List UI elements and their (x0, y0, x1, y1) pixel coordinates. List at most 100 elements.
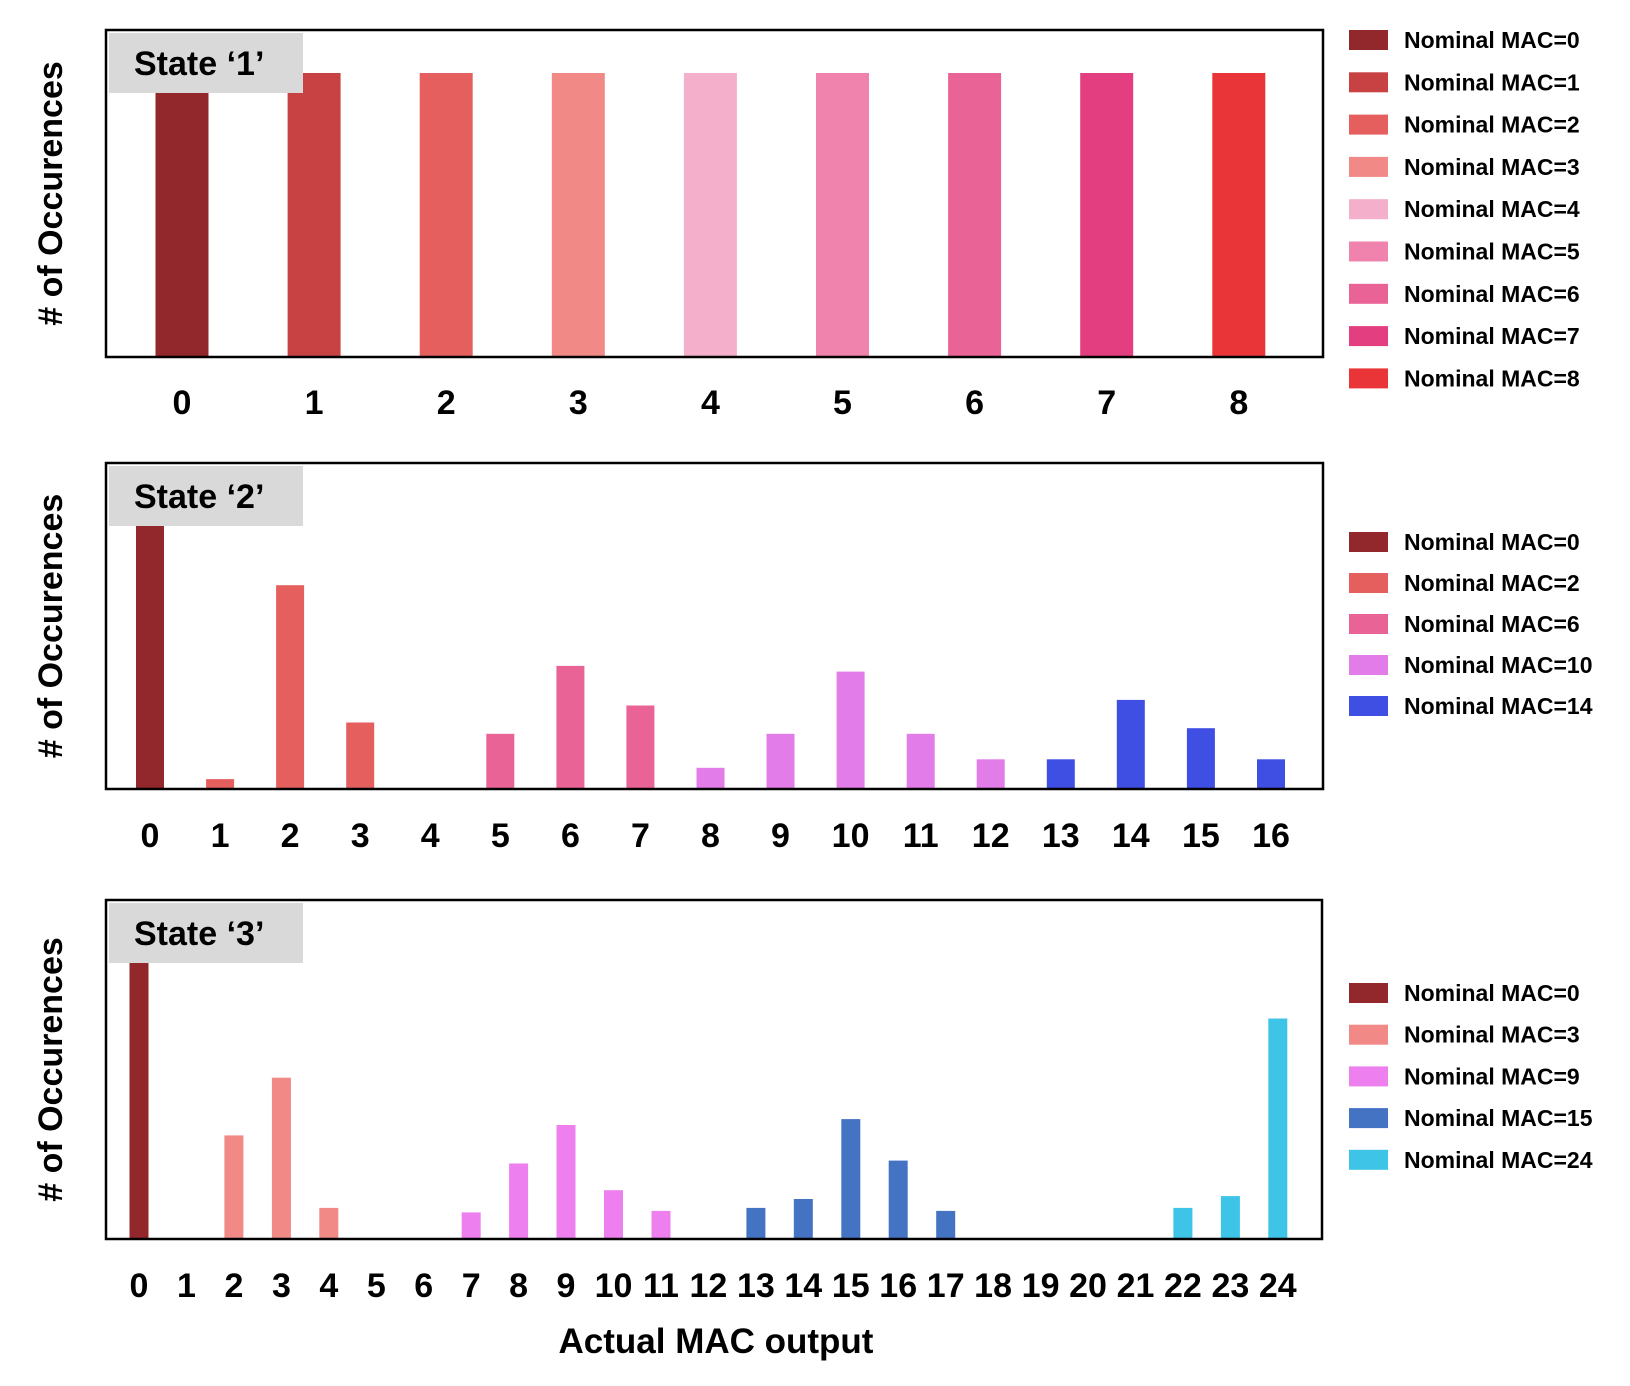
legend-label: Nominal MAC=1 (1404, 69, 1580, 95)
bar (556, 1125, 576, 1239)
bar (936, 1210, 956, 1239)
x-tick-label: 10 (595, 1267, 633, 1305)
bar (276, 585, 305, 789)
bar (1212, 73, 1266, 357)
bar (136, 506, 164, 789)
bar (206, 779, 235, 789)
x-tick-label: 8 (509, 1267, 528, 1305)
legend-swatch (1349, 532, 1388, 552)
legend-swatch (1349, 72, 1388, 93)
legend-label: Nominal MAC=9 (1404, 1063, 1580, 1089)
x-tick-label: 7 (631, 817, 650, 855)
legend-swatch (1349, 241, 1388, 262)
x-tick-label: 2 (437, 384, 456, 422)
bar (836, 671, 865, 789)
x-tick-label: 3 (272, 1267, 291, 1305)
x-tick-label: 14 (1112, 817, 1150, 855)
bar (224, 1135, 244, 1239)
plot-frame (104, 28, 1325, 359)
bar (551, 73, 605, 357)
bar (1268, 1018, 1288, 1239)
bar (683, 73, 737, 357)
legend-label: Nominal MAC=8 (1404, 365, 1580, 391)
bar (1220, 1196, 1240, 1239)
x-tick-label: 23 (1211, 1267, 1249, 1305)
x-tick-label: 0 (141, 817, 160, 855)
legend-label: Nominal MAC=0 (1404, 980, 1580, 1006)
bar (976, 759, 1005, 789)
x-tick-label: 1 (177, 1267, 196, 1305)
y-axis-title: # of Occurences (32, 61, 70, 326)
x-tick-label: 17 (927, 1267, 965, 1305)
legend-label: Nominal MAC=6 (1404, 611, 1580, 637)
bar (419, 73, 473, 357)
legend-label: Nominal MAC=6 (1404, 281, 1580, 307)
legend-swatch (1349, 1149, 1388, 1170)
x-tick-label: 9 (771, 817, 790, 855)
bar (766, 733, 795, 789)
x-tick-label: 13 (1042, 817, 1080, 855)
x-tick-label: 15 (1182, 817, 1220, 855)
x-tick-label: 1 (305, 384, 324, 422)
bar (155, 73, 209, 357)
title-badge (109, 466, 303, 526)
x-tick-label: 8 (701, 817, 720, 855)
legend-swatch (1349, 368, 1388, 389)
x-tick-label: 6 (414, 1267, 433, 1305)
bar (486, 733, 515, 789)
legend-swatch (1349, 696, 1388, 716)
x-tick-label: 6 (965, 384, 984, 422)
legend-swatch (1349, 1066, 1388, 1087)
x-tick-label: 4 (319, 1267, 338, 1305)
x-tick-label: 12 (689, 1267, 727, 1305)
x-tick-label: 4 (421, 817, 440, 855)
legend-swatch (1349, 283, 1388, 304)
legend-label: Nominal MAC=3 (1404, 1022, 1580, 1048)
x-tick-label: 2 (281, 817, 300, 855)
legend-swatch (1349, 655, 1388, 675)
bar (746, 1207, 766, 1239)
legend-label: Nominal MAC=7 (1404, 323, 1580, 349)
chart-panel: State ‘1’ # of Occurences 0 1 2 3 4 5 6 7 8 Nominal… (32, 27, 1580, 422)
x-tick-label: 16 (1252, 817, 1290, 855)
x-tick-label: 6 (561, 817, 580, 855)
legend-label: Nominal MAC=5 (1404, 239, 1580, 265)
bar (1257, 759, 1285, 789)
bar (1080, 73, 1134, 357)
x-axis-title: Actual MAC output (559, 1322, 874, 1361)
bar (287, 73, 341, 357)
x-tick-label: 5 (491, 817, 510, 855)
legend-swatch (1349, 326, 1388, 347)
x-tick-label: 19 (1022, 1267, 1060, 1305)
bar (651, 1210, 671, 1239)
legend-swatch (1349, 114, 1388, 135)
x-tick-label: 22 (1164, 1267, 1202, 1305)
bar (1046, 759, 1075, 789)
x-tick-label: 4 (701, 384, 720, 422)
x-tick-label: 15 (832, 1267, 870, 1305)
x-tick-label: 3 (569, 384, 588, 422)
legend-swatch (1349, 614, 1388, 634)
legend-swatch (1349, 573, 1388, 593)
x-tick-label: 8 (1229, 384, 1248, 422)
legend-swatch (1349, 30, 1388, 50)
x-tick-label: 12 (972, 817, 1010, 855)
bar (556, 665, 585, 789)
x-tick-label: 9 (557, 1267, 576, 1305)
legend-label: Nominal MAC=0 (1404, 529, 1580, 555)
bar (461, 1212, 481, 1239)
legend-label: Nominal MAC=24 (1404, 1147, 1593, 1173)
x-tick-label: 13 (737, 1267, 775, 1305)
x-tick-label: 7 (462, 1267, 481, 1305)
legend-swatch (1349, 1024, 1388, 1045)
x-tick-label: 10 (832, 817, 870, 855)
x-tick-label: 5 (833, 384, 852, 422)
x-tick-label: 18 (974, 1267, 1012, 1305)
x-tick-label: 0 (130, 1267, 149, 1305)
plot-frame (104, 461, 1325, 791)
bar (1186, 728, 1215, 789)
bar (509, 1163, 529, 1239)
legend-label: Nominal MAC=0 (1404, 27, 1580, 53)
